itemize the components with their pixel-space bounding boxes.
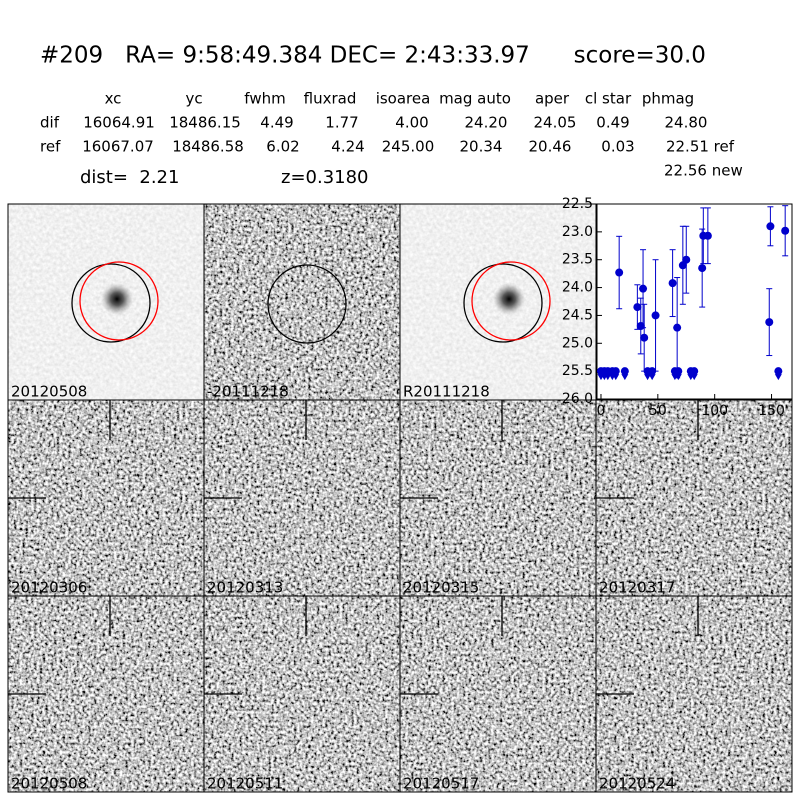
y-tick-label: 24.0 [562,280,593,296]
point [774,367,783,376]
point [698,264,707,273]
table-cell: 4.00 [395,114,428,132]
table-cell: 16064.91 [83,114,155,132]
point [766,222,775,231]
table-cell: 24.05 [534,114,577,132]
y-tick-label: 25.5 [562,363,593,379]
upper-limit [604,374,612,381]
image-noise [204,204,400,400]
panel-frame [595,595,793,793]
point [765,318,774,327]
table-cell: 16067.07 [82,138,154,156]
table-cell: 20.46 [529,138,572,156]
panel-label: 20120508 [11,775,87,793]
point [703,231,712,240]
aperture-black [267,264,347,344]
x-tick-label: 50 [649,403,667,419]
aperture-black [71,263,151,343]
point [673,323,682,332]
point [639,284,648,293]
point [648,367,657,376]
point [611,367,620,376]
phmag-new: 22.56 new [664,162,743,180]
panel-label: 20120517 [403,775,479,793]
panel-label: 20120524 [599,775,675,793]
point [674,367,683,376]
redshift: z=0.3180 [281,167,369,188]
panel-label: 20120306 [11,579,87,597]
column-header: cl star [585,90,632,108]
panel-label: 20120313 [207,579,283,597]
panel-label: 20120317 [599,579,675,597]
table-cell: 20.34 [460,138,503,156]
table-cell: 24.20 [465,114,508,132]
table-cell: 0.03 [601,138,634,156]
plot-area [596,203,793,400]
upper-limit [674,374,682,381]
panel-label: 20120508 [11,383,87,401]
dist: dist= 2.21 [80,167,179,188]
x-tick-label: 150 [758,403,785,419]
y-tick-label: 23.5 [562,252,593,268]
column-header: aper [535,90,570,108]
table-cell: 0.49 [596,114,629,132]
y-tick-label: 22.5 [562,196,593,212]
y-tick-label: 24.5 [562,307,593,323]
table-cell: 24.80 [665,114,708,132]
point [620,367,629,376]
upper-limit [690,374,698,381]
aperture-red [471,261,551,341]
column-header: fwhm [244,90,285,108]
panel-label: R20111218 [403,383,490,401]
table-cell: 18486.58 [172,138,244,156]
point [668,279,677,288]
y-tick-label: 23.0 [562,224,593,240]
column-header: yc [185,90,202,108]
row-label: dif [40,114,60,132]
point [682,255,691,264]
table-cell: 245.00 [382,138,435,156]
point [640,333,649,342]
source-blob [101,283,133,315]
source-blob [493,283,525,315]
upper-limit [648,374,656,381]
x-tick-label: 100 [701,403,728,419]
table-cell: 22.51 ref [666,138,735,156]
point [633,303,642,312]
point [651,311,660,320]
title: #209 RA= 9:58:49.384 DEC= 2:43:33.97 sco… [40,43,706,69]
point [781,226,790,235]
table-cell: 6.02 [266,138,299,156]
column-header: isoarea [376,90,431,108]
panel-label: 20120511 [207,775,283,793]
upper-limit [774,374,782,381]
column-header: fluxrad [304,90,357,108]
point [615,268,624,277]
point [636,322,645,331]
column-header: phmag [642,90,694,108]
panel-label: -20111218 [207,383,289,401]
upper-limit [644,374,652,381]
panel-label: 20120315 [403,579,479,597]
row-label: ref [40,138,61,156]
point [690,367,699,376]
aperture-black [463,263,543,343]
column-header: mag auto [439,90,511,108]
y-tick-label: 26.0 [562,391,593,407]
table-cell: 4.24 [331,138,364,156]
upper-limit [612,374,620,381]
x-tick-label: 0 [597,403,606,419]
aperture-red [79,261,159,341]
column-header: xc [105,90,122,108]
table-cell: 1.77 [325,114,358,132]
y-tick-label: 25.0 [562,335,593,351]
table-cell: 4.49 [260,114,293,132]
upper-limit [621,374,629,381]
table-cell: 18486.15 [169,114,241,132]
